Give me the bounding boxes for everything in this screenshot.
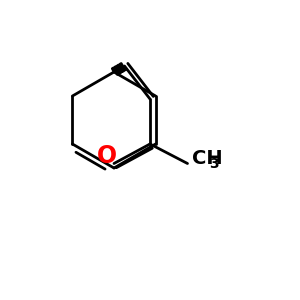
- Text: O: O: [96, 144, 117, 168]
- Text: 3: 3: [209, 157, 219, 171]
- Text: CH: CH: [192, 148, 223, 168]
